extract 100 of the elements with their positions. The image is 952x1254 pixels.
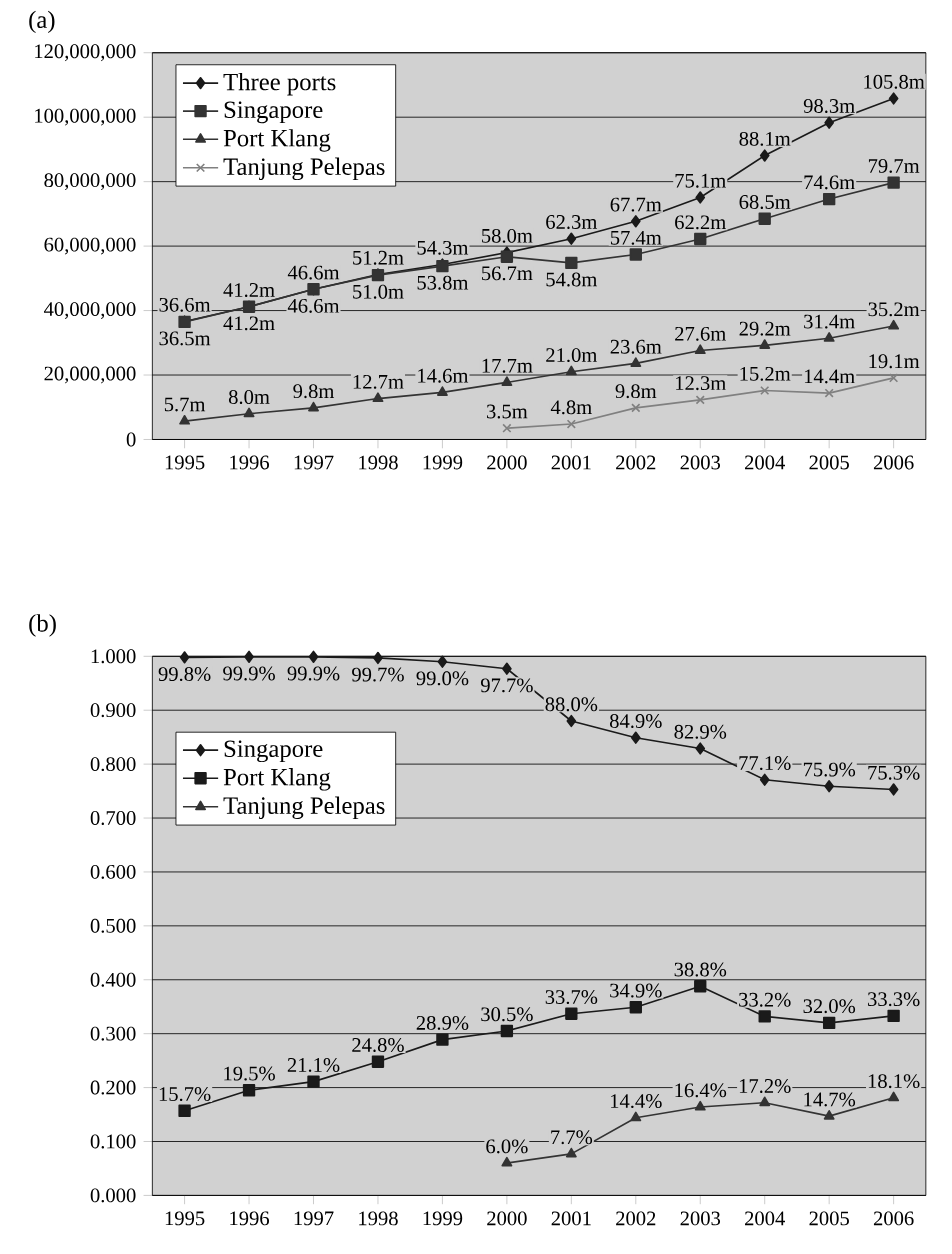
data-label: 53.8m: [417, 275, 469, 290]
point: [759, 339, 771, 349]
y-tick-label: 40,000,000: [43, 302, 136, 319]
data-label: 99.9%: [223, 666, 275, 681]
data-label: 105.8m: [864, 74, 925, 89]
data-label: 31.4m: [804, 314, 855, 329]
point: [824, 780, 834, 793]
point: [824, 116, 834, 129]
data-label: 9.8m: [615, 384, 657, 399]
point: [307, 1075, 320, 1088]
data-label: 41.2m: [223, 316, 275, 331]
point: [565, 365, 577, 376]
x-tick-label: 2004: [744, 1211, 785, 1226]
point: [307, 401, 319, 412]
x-tick-label: 2003: [680, 455, 720, 470]
data-label: 12.3m: [675, 376, 726, 391]
x-tick-label: 1997: [294, 1211, 334, 1226]
x-tick-label: 2000: [487, 1211, 527, 1226]
point: [888, 319, 899, 330]
x-tick-label: 1996: [230, 1211, 269, 1226]
data-label: 67.7m: [610, 197, 662, 212]
point: [566, 232, 577, 245]
point: [759, 773, 770, 786]
data-label: 88.0%: [545, 697, 598, 712]
data-label: 54.8m: [546, 272, 597, 287]
point: [759, 149, 770, 162]
point: [565, 1147, 577, 1158]
data-label: 97.7%: [480, 678, 533, 693]
point: [693, 980, 707, 993]
legend-label: Tanjung Pelepas: [223, 157, 385, 181]
point: [695, 191, 705, 204]
y-tick-label: 0.800: [90, 757, 136, 772]
point: [759, 385, 770, 396]
data-label: 8.0m: [228, 390, 270, 405]
data-label: 74.6m: [804, 175, 855, 190]
point: [629, 248, 642, 261]
data-label: 23.6m: [610, 339, 662, 354]
point: [501, 1156, 513, 1167]
x-tick-label: 1997: [294, 455, 334, 470]
legend-label: Port Klang: [223, 129, 331, 152]
point: [501, 662, 512, 675]
x-tick-label: 2001: [551, 1211, 591, 1226]
data-label: 75.3%: [868, 765, 920, 780]
point: [630, 357, 642, 367]
y-tick-label: 1.000: [91, 649, 136, 664]
point: [566, 714, 577, 728]
point: [373, 651, 383, 665]
data-label: 79.7m: [868, 159, 920, 173]
data-label: 99.8%: [158, 667, 211, 682]
point: [437, 655, 448, 668]
data-label: 14.6m: [418, 368, 469, 383]
data-label: 21.0m: [546, 348, 597, 363]
data-label: 68.5m: [739, 195, 791, 210]
point: [823, 1109, 835, 1120]
y-tick-label: 0.200: [90, 1080, 136, 1095]
x-tick-label: 1999: [423, 1211, 463, 1226]
data-label: 27.6m: [675, 326, 726, 341]
point: [888, 92, 899, 105]
data-label: 33.2%: [739, 992, 791, 1007]
x-tick-label: 2001: [551, 455, 591, 470]
data-label: 17.2%: [739, 1079, 791, 1093]
chart-title: (a): [29, 10, 55, 34]
data-label: 41.2m: [223, 283, 275, 298]
y-tick-label: 0.500: [90, 918, 136, 933]
data-label: 14.4%: [610, 1094, 662, 1109]
data-label: 14.4m: [804, 369, 855, 384]
data-label: 18.1%: [868, 1074, 920, 1089]
point: [179, 414, 190, 425]
point: [824, 388, 834, 398]
x-tick-label: 1996: [230, 455, 269, 470]
data-label: 98.3m: [803, 99, 855, 113]
data-label: 35.2m: [868, 302, 920, 317]
data-label: 5.7m: [164, 397, 206, 412]
point: [888, 783, 899, 796]
point: [759, 1096, 771, 1107]
x-tick-label: 1998: [359, 1211, 398, 1226]
point: [371, 1055, 385, 1068]
data-label: 58.0m: [481, 228, 533, 243]
point: [888, 373, 899, 383]
data-label: 75.1m: [675, 173, 726, 188]
data-label: 4.8m: [550, 400, 592, 415]
data-label: 9.8m: [293, 384, 334, 399]
point: [822, 192, 836, 206]
y-tick-label: 0.000: [90, 1188, 136, 1203]
y-tick-label: 0.300: [90, 1026, 136, 1041]
data-label: 99.9%: [287, 666, 340, 681]
data-label: 62.2m: [674, 215, 726, 230]
point: [436, 1033, 449, 1046]
data-label: 7.7%: [551, 1130, 592, 1145]
legend-label: Tanjung Pelepas: [223, 796, 385, 820]
point: [630, 1111, 642, 1122]
point: [694, 1100, 706, 1111]
point: [695, 395, 705, 405]
point: [630, 215, 641, 228]
x-tick-label: 2002: [615, 1211, 656, 1226]
x-tick-label: 2003: [680, 1211, 720, 1226]
point: [888, 1091, 899, 1102]
data-label: 51.2m: [353, 250, 404, 265]
point: [501, 376, 513, 386]
point: [758, 212, 771, 225]
